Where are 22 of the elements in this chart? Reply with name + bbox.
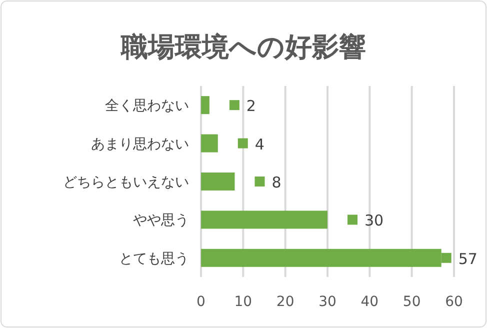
x-tick-label: 50 [402, 294, 421, 310]
bar [201, 210, 328, 229]
y-tick-label: とても思う [119, 250, 189, 267]
bar [201, 96, 210, 114]
y-tick-label: やや思う [133, 212, 189, 229]
x-tick-label: 40 [360, 294, 379, 310]
bar [201, 172, 235, 190]
y-tick-label: どちらともいえない [63, 174, 189, 190]
x-tick-label: 10 [234, 294, 252, 310]
data-label: 57 [458, 250, 478, 268]
x-tick-label: 0 [196, 294, 206, 310]
x-tick-label: 20 [276, 294, 294, 310]
data-label: 8 [272, 174, 282, 192]
x-tick-label: 30 [318, 294, 336, 310]
data-label: 2 [246, 97, 256, 116]
x-tick-label: 60 [445, 294, 463, 310]
chart-title: 職場環境への好影響 [120, 32, 366, 63]
y-tick-label: 全く思わない [105, 98, 189, 114]
data-label: 4 [254, 135, 264, 154]
bar [201, 134, 218, 152]
data-label: 30 [364, 212, 384, 230]
y-tick-label: あまり思わない [91, 136, 189, 152]
